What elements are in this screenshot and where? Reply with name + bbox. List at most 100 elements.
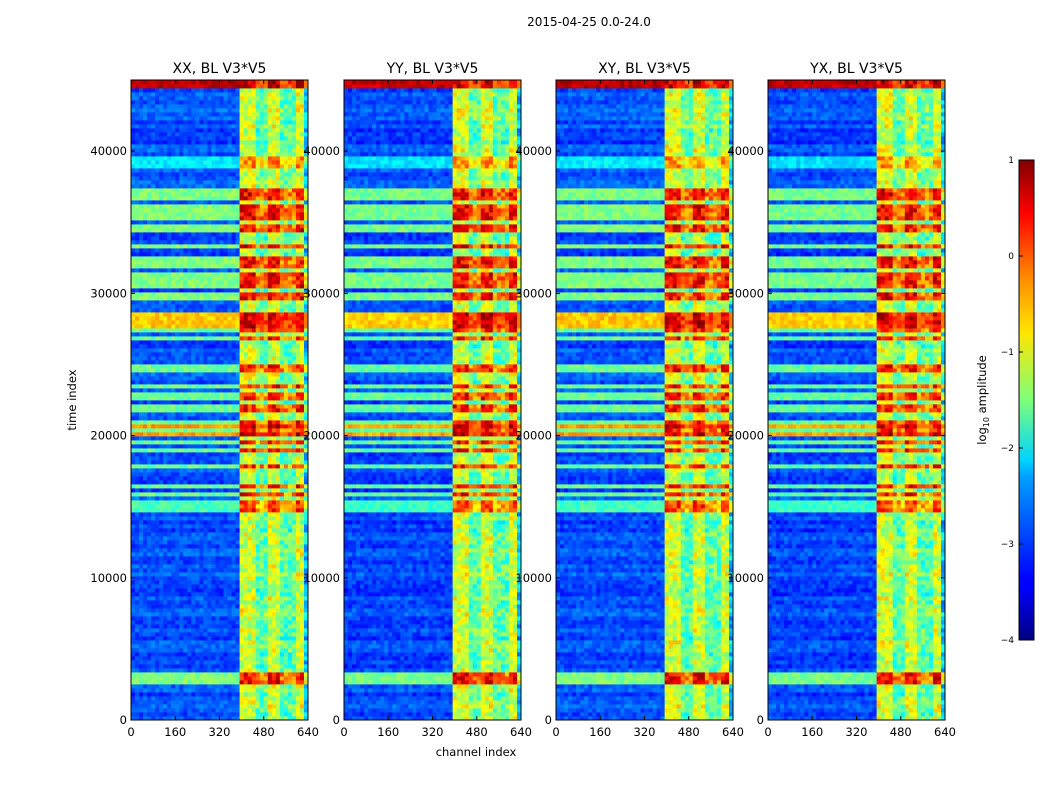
heatmap-cell: [287, 664, 293, 669]
heatmap-cell: [247, 316, 253, 321]
heatmap-cell: [247, 572, 253, 577]
heatmap-cell: [135, 532, 140, 537]
heatmap-cell: [159, 272, 164, 277]
heatmap-cell: [275, 600, 281, 605]
heatmap-cell: [195, 308, 200, 313]
heatmap-cell: [299, 468, 305, 473]
heatmap-cell: [215, 436, 220, 441]
heatmap-cell: [243, 384, 249, 389]
heatmap-cell: [259, 420, 265, 425]
heatmap-cell: [191, 672, 196, 677]
heatmap-cell: [175, 592, 180, 597]
heatmap-cell: [207, 392, 212, 397]
heatmap-cell: [207, 280, 212, 285]
heatmap-cell: [291, 376, 297, 381]
heatmap-cell: [247, 352, 253, 357]
heatmap-cell: [291, 612, 297, 617]
heatmap-cell: [267, 580, 273, 585]
heatmap-cell: [171, 552, 176, 557]
heatmap-cell: [235, 648, 241, 653]
heatmap-cell: [227, 552, 232, 557]
heatmap-cell: [235, 684, 241, 689]
heatmap-cell: [211, 336, 216, 341]
heatmap-cell: [159, 644, 164, 649]
heatmap-cell: [147, 612, 152, 617]
heatmap-cell: [231, 556, 236, 561]
heatmap-cell: [287, 552, 293, 557]
heatmap-cell: [259, 568, 265, 573]
heatmap-cell: [231, 276, 236, 281]
heatmap-cell: [291, 576, 297, 581]
heatmap-cell: [143, 544, 148, 549]
heatmap-cell: [187, 516, 192, 521]
heatmap-cell: [235, 716, 241, 721]
heatmap-cell: [191, 508, 196, 513]
heatmap-cell: [287, 276, 293, 281]
heatmap-cell: [231, 520, 236, 525]
heatmap-cell: [207, 684, 212, 689]
heatmap-cell: [303, 492, 309, 497]
heatmap-cell: [263, 296, 269, 301]
heatmap-cell: [279, 412, 285, 417]
heatmap-cell: [247, 492, 253, 497]
heatmap-cell: [163, 608, 168, 613]
heatmap-cell: [239, 356, 245, 361]
heatmap-cell: [183, 328, 188, 333]
heatmap-cell: [215, 452, 220, 457]
heatmap-cell: [175, 380, 180, 385]
heatmap-cell: [203, 452, 208, 457]
heatmap-cell: [287, 680, 293, 685]
heatmap-cell: [275, 712, 281, 717]
heatmap-cell: [275, 320, 281, 325]
heatmap-cell: [243, 404, 249, 409]
heatmap-cell: [223, 276, 228, 281]
heatmap-cell: [191, 548, 196, 553]
heatmap-cell: [279, 384, 285, 389]
heatmap-cell: [263, 316, 269, 321]
heatmap-cell: [299, 332, 305, 337]
heatmap-cell: [291, 304, 297, 309]
heatmap-cell: [275, 340, 281, 345]
heatmap-cell: [235, 700, 241, 705]
heatmap-cell: [167, 428, 172, 433]
heatmap-cell: [295, 552, 301, 557]
heatmap-cell: [255, 548, 261, 553]
heatmap-cell: [187, 264, 192, 269]
heatmap-cell: [231, 640, 236, 645]
heatmap-cell: [199, 440, 204, 445]
heatmap-cell: [219, 452, 224, 457]
heatmap-cell: [171, 548, 176, 553]
heatmap-cell: [139, 600, 144, 605]
heatmap-cell: [195, 400, 200, 405]
heatmap-cell: [275, 644, 281, 649]
heatmap-cell: [215, 456, 220, 461]
heatmap-cell: [207, 352, 212, 357]
heatmap-cell: [203, 580, 208, 585]
heatmap-cell: [131, 448, 136, 453]
heatmap-cell: [287, 568, 293, 573]
heatmap-cell: [279, 444, 285, 449]
heatmap-cell: [175, 372, 180, 377]
heatmap-cell: [299, 656, 305, 661]
heatmap-cell: [187, 448, 192, 453]
heatmap-cell: [211, 600, 216, 605]
heatmap-cell: [159, 588, 164, 593]
heatmap-cell: [167, 380, 172, 385]
heatmap-cell: [155, 604, 160, 609]
heatmap-cell: [171, 716, 176, 721]
heatmap-cell: [227, 336, 232, 341]
heatmap-cell: [271, 600, 277, 605]
heatmap-cell: [167, 480, 172, 485]
heatmap-cell: [163, 548, 168, 553]
heatmap-cell: [303, 640, 309, 645]
heatmap-cell: [263, 472, 269, 477]
heatmap-cell: [203, 396, 208, 401]
heatmap-cell: [275, 660, 281, 665]
heatmap-cell: [183, 664, 188, 669]
heatmap-cell: [211, 476, 216, 481]
heatmap-cell: [275, 696, 281, 701]
heatmap-cell: [227, 300, 232, 305]
heatmap-cell: [143, 324, 148, 329]
heatmap-cell: [247, 444, 253, 449]
heatmap-cell: [155, 392, 160, 397]
